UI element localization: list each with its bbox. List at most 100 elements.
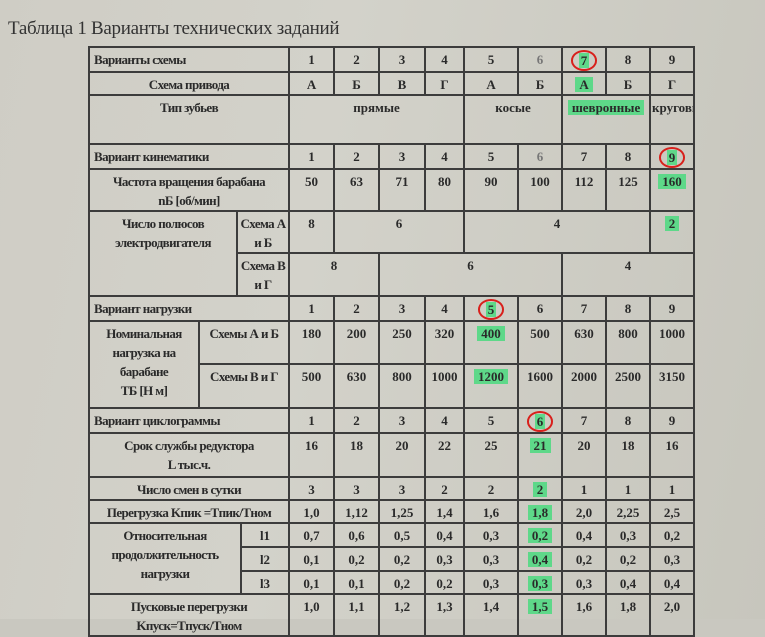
cell-text: 5 xyxy=(487,52,495,67)
cell-text: 1,0 xyxy=(303,599,320,614)
cell-text: 5 xyxy=(487,149,495,164)
value-cell: 500 xyxy=(517,320,564,365)
variant-number: 1 xyxy=(288,407,336,434)
value-cell: 1000 xyxy=(649,320,696,365)
value-cell: 630 xyxy=(561,320,608,365)
sub-label: Схемы А и Б xyxy=(197,320,291,365)
cell-text: 1,3 xyxy=(436,599,453,614)
value-cell: Г xyxy=(424,71,466,96)
cell-subtext: nБ [об/мин] xyxy=(158,193,220,208)
cell-text: 500 xyxy=(301,369,322,384)
cell-text: 1,6 xyxy=(575,599,593,614)
cell-text: 250 xyxy=(392,326,412,341)
cell-text: 0,5 xyxy=(393,528,411,543)
value-cell: 320 xyxy=(424,320,466,365)
table-row: Относительная продолжительность нагрузки… xyxy=(88,522,696,595)
value-cell: 2,25 xyxy=(605,499,652,524)
cell-text: 630 xyxy=(346,369,367,384)
variant-number: 3 xyxy=(378,46,427,73)
cell-text: А xyxy=(486,77,496,92)
cell-text: 0,6 xyxy=(348,528,365,543)
variant-number: 9 xyxy=(649,407,696,434)
cell-text: 0,2 xyxy=(393,552,411,567)
value-cell: 1 xyxy=(649,476,696,501)
cell-text: 8 xyxy=(624,413,632,428)
cell-text: 6 xyxy=(536,414,544,429)
sub-label: l1 xyxy=(239,522,291,548)
variants-table: Варианты схемы 1 2 3 4 5 6 7 8 9 Схема привода А Б В Г… xyxy=(87,46,696,637)
cell-text: 9 xyxy=(668,413,676,428)
green-highlight: 1,5 xyxy=(527,599,553,614)
cell-text: l3 xyxy=(259,576,271,591)
value-cell: 0,4 xyxy=(605,570,652,595)
cell-text: 1200 xyxy=(478,369,505,384)
row-label: Частота вращения барабана nБ [об/мин] xyxy=(87,168,291,212)
variant-number: 1 xyxy=(288,46,336,73)
row-label: Число полюсов электродвигателя xyxy=(88,210,238,297)
cell-text: 0,3 xyxy=(531,576,549,591)
cell-text: косые xyxy=(495,100,531,115)
value-cell: 400 xyxy=(463,320,520,365)
value-cell: 0,2 xyxy=(424,570,466,595)
green-highlight: 9 xyxy=(666,150,678,165)
variant-number: 8 xyxy=(605,407,652,434)
cell-text: прямые xyxy=(353,100,400,115)
cell-text: 1,4 xyxy=(482,599,500,614)
variant-number: 6 xyxy=(517,295,564,322)
table-row: Частота вращения барабана nБ [об/мин] 50 63… xyxy=(87,168,696,212)
cell-text: 2,25 xyxy=(616,505,640,520)
cell-text: l2 xyxy=(259,552,271,567)
cell-text: 1 xyxy=(308,301,315,316)
value-cell: 3 xyxy=(378,476,427,501)
table-row: Номинальная нагрузка на барабане TБ [Н м]… xyxy=(88,320,696,409)
value-cell: 0,3 xyxy=(649,546,696,572)
cell-text: 1 xyxy=(308,149,315,164)
cell-text: 2,0 xyxy=(663,599,681,614)
variant-number: 3 xyxy=(378,295,427,322)
cell-text: 63 xyxy=(350,174,364,189)
variant-number: 8 xyxy=(605,295,652,322)
value-cell: 112 xyxy=(561,168,608,212)
cell-subtext: Kпуск=Tпуск/Tном xyxy=(136,618,242,633)
cell-text: 9 xyxy=(668,150,676,165)
value-cell: 0,2 xyxy=(333,546,381,572)
cell-text: 1,2 xyxy=(393,599,411,614)
cell-text: 1,8 xyxy=(531,505,549,520)
cell-text: 100 xyxy=(530,174,550,189)
variant-number: 9 xyxy=(649,295,696,322)
variant-number: 4 xyxy=(424,46,466,73)
value-cell: 1200 xyxy=(463,363,520,409)
value-cell: 2 xyxy=(517,476,564,501)
row-label: Тип зубьев xyxy=(87,94,291,145)
value-cell: 20 xyxy=(378,432,427,478)
sub-label: l2 xyxy=(239,546,291,572)
cell-text: Схема В и Г xyxy=(240,258,286,292)
cell-text: 3 xyxy=(398,301,406,316)
cell-text: 0,2 xyxy=(348,552,365,567)
table-cell: 4 xyxy=(561,252,696,297)
cell-text: 8 xyxy=(330,258,338,273)
value-cell: 1,4 xyxy=(424,499,466,524)
value-cell: 0,7 xyxy=(288,522,336,548)
value-cell: 20 xyxy=(561,432,608,478)
cell-text: 0,4 xyxy=(436,528,453,543)
cell-text: 0,3 xyxy=(482,528,500,543)
value-cell: 63 xyxy=(333,168,381,212)
value-cell: 500 xyxy=(288,363,336,409)
cell-text: 200 xyxy=(346,326,367,341)
table-cell: шевронные xyxy=(561,94,652,145)
variant-number: 1 xyxy=(288,295,336,322)
cell-text: 18 xyxy=(621,438,635,453)
cell-text: 160 xyxy=(662,174,682,189)
sub-label: Схема В и Г xyxy=(235,252,291,297)
cell-text: А xyxy=(579,77,589,92)
value-cell: 1,2 xyxy=(378,593,427,637)
row-label: Номинальная нагрузка на барабане TБ [Н м] xyxy=(88,320,200,409)
cell-text: 5 xyxy=(487,302,495,317)
cell-text: 50 xyxy=(305,174,319,189)
cell-text: 1,4 xyxy=(436,505,453,520)
cell-text: 8 xyxy=(308,216,315,231)
value-cell: 18 xyxy=(333,432,381,478)
section-header: Вариант циклограммы xyxy=(87,407,291,434)
value-cell: 2000 xyxy=(561,363,608,409)
